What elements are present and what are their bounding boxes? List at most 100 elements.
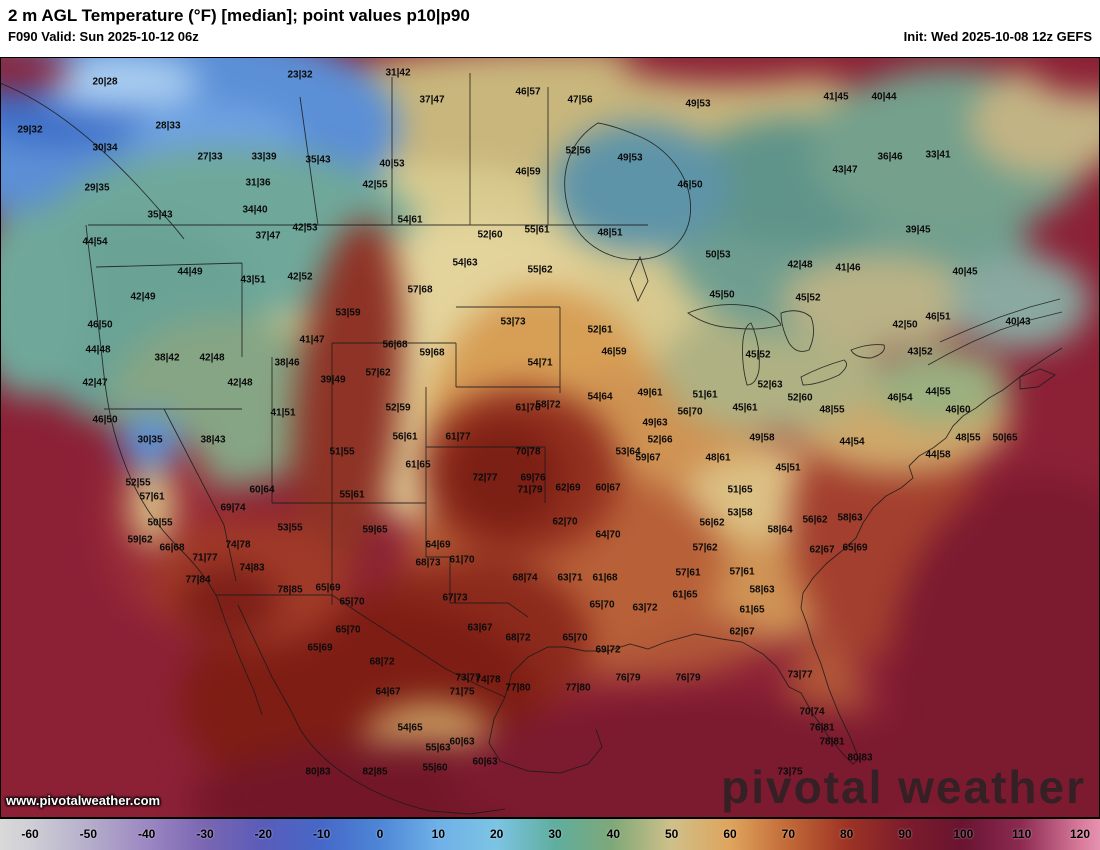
station-value: 82|85: [362, 766, 388, 778]
station-value: 72|77: [472, 472, 498, 484]
station-value: 77|80: [505, 682, 531, 694]
coastline: [237, 604, 506, 815]
station-value: 46|59: [601, 346, 627, 358]
station-value: 63|71: [557, 572, 583, 584]
station-value: 42|53: [292, 222, 318, 234]
station-value: 46|54: [887, 392, 913, 404]
station-value: 28|33: [155, 120, 181, 132]
station-value: 46|51: [925, 311, 951, 323]
station-value: 71|79: [517, 484, 543, 496]
colorbar-tick: 20: [489, 827, 504, 841]
colorbar-tick: 40: [606, 827, 621, 841]
station-value: 74|83: [239, 562, 265, 574]
station-value: 49|53: [617, 152, 643, 164]
station-value: 61|76: [515, 402, 541, 414]
station-value: 45|50: [709, 289, 735, 301]
subtitle-row: F090 Valid: Sun 2025-10-12 06z Init: Wed…: [0, 27, 1100, 46]
station-value: 29|32: [17, 124, 43, 136]
station-value: 64|70: [595, 529, 621, 541]
station-value: 61|77: [445, 431, 471, 443]
station-value: 55|62: [527, 264, 553, 276]
lake-michigan-outline: [742, 322, 760, 386]
station-value: 41|51: [270, 407, 296, 419]
station-value: 68|72: [505, 632, 531, 644]
station-value: 29|35: [84, 182, 110, 194]
coastline: [488, 696, 603, 774]
station-value: 31|36: [245, 177, 271, 189]
lake-superior-outline: [687, 304, 782, 330]
station-value: 59|62: [127, 534, 153, 546]
station-value: 77|80: [565, 682, 591, 694]
station-value: 45|51: [775, 462, 801, 474]
init-time-label: Init: Wed 2025-10-08 12z GEFS: [903, 29, 1092, 44]
station-value: 46|50: [92, 414, 118, 426]
station-value: 43|52: [907, 346, 933, 358]
lake-erie-outline: [800, 359, 848, 386]
station-value: 42|49: [130, 291, 156, 303]
station-value: 48|55: [955, 432, 981, 444]
station-value: 50|65: [992, 432, 1018, 444]
colorbar-tick: -30: [196, 827, 214, 841]
us-mexico-border: [216, 594, 506, 698]
colorbar-tick: -10: [312, 827, 331, 841]
station-value: 61|65: [739, 604, 765, 616]
colorbar: -60 -50 -40 -30 -20 -10 0 10 20 30 40 50 60 70 80 90 100…: [0, 818, 1100, 850]
station-value: 49|63: [642, 417, 668, 429]
station-value: 69|76: [520, 472, 546, 484]
station-value: 35|43: [147, 209, 173, 221]
station-value: 56|62: [802, 514, 828, 526]
station-value: 55|61: [524, 224, 550, 236]
colorbar-tick: -60: [21, 827, 39, 841]
station-value: 40|45: [952, 266, 978, 278]
station-value: 33|41: [925, 149, 951, 161]
station-value: 65|70: [339, 596, 365, 608]
state-borders: [95, 262, 561, 618]
station-value: 63|72: [632, 602, 658, 614]
station-value: 42|48: [787, 259, 813, 271]
station-value: 61|65: [672, 589, 698, 601]
station-value: 73|75: [777, 766, 803, 778]
station-value: 48|55: [819, 404, 845, 416]
station-value: 30|35: [137, 434, 163, 446]
station-value: 74|78: [225, 539, 251, 551]
station-value: 44|54: [82, 236, 108, 248]
station-value: 57|61: [139, 491, 165, 503]
station-value: 52|55: [125, 477, 151, 489]
colorbar-tick: 120: [1069, 827, 1091, 841]
station-value: 73|77: [787, 669, 813, 681]
station-value: 53|59: [335, 307, 361, 319]
station-value: 62|67: [729, 626, 755, 638]
station-value: 60|63: [449, 736, 475, 748]
station-value: 53|64: [615, 446, 641, 458]
station-value: 57|61: [675, 567, 701, 579]
station-value: 70|74: [799, 706, 825, 718]
station-value: 40|43: [1005, 316, 1031, 328]
station-value: 63|67: [467, 622, 493, 634]
station-value: 76|79: [675, 672, 701, 684]
station-value: 65|69: [842, 542, 868, 554]
station-value: 60|64: [249, 484, 275, 496]
station-value: 44|48: [85, 344, 111, 356]
station-value: 46|50: [677, 179, 703, 191]
station-value: 41|47: [299, 334, 325, 346]
station-value: 57|62: [365, 367, 391, 379]
station-value: 44|58: [925, 449, 951, 461]
station-value: 27|33: [197, 151, 223, 163]
station-value: 51|65: [727, 484, 753, 496]
station-value: 49|53: [685, 98, 711, 110]
station-value: 42|55: [362, 179, 388, 191]
station-value: 54|65: [397, 722, 423, 734]
colorbar-tick: 100: [953, 827, 974, 841]
station-value: 78|81: [819, 736, 845, 748]
station-value: 46|50: [87, 319, 113, 331]
colorbar-tick: -50: [79, 827, 97, 841]
station-value: 80|83: [847, 752, 873, 764]
station-value: 62|67: [809, 544, 835, 556]
station-value: 45|52: [745, 349, 771, 361]
station-value: 65|70: [589, 599, 615, 611]
station-value: 61|68: [592, 572, 618, 584]
station-value: 51|55: [329, 446, 355, 458]
station-value: 47|56: [567, 94, 593, 106]
station-value: 59|67: [635, 452, 661, 464]
station-value: 49|61: [637, 387, 663, 399]
